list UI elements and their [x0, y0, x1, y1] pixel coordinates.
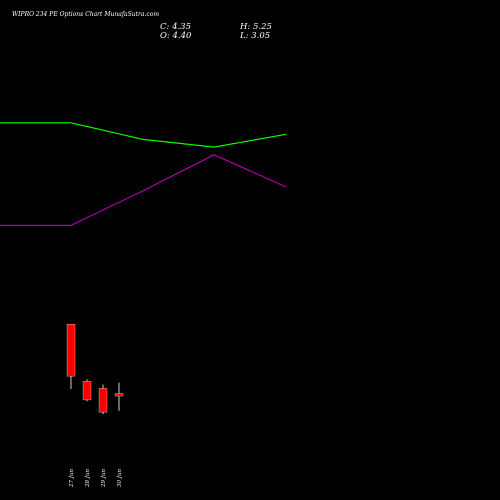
- indicator-line-1: [0, 122, 287, 148]
- close-value: C: 4.35: [160, 22, 191, 32]
- open-value: O: 4.40: [160, 31, 192, 41]
- candle-body: [114, 393, 124, 397]
- x-tick-label: 29 Jun: [101, 469, 107, 488]
- candle-body: [66, 324, 76, 377]
- x-tick-label: 28 Jun: [85, 469, 91, 488]
- indicator-line-2: [0, 154, 287, 226]
- high-value: H: 5.25: [240, 22, 272, 32]
- candle-body: [82, 381, 92, 401]
- x-tick-label: 30 Jun: [117, 469, 123, 487]
- candle-body: [98, 388, 108, 413]
- x-tick-label: 27 Jun: [69, 469, 75, 488]
- low-value: L: 3.05: [240, 31, 271, 41]
- chart-title: WIPRO 234 PE Options Chart MunafaSutra.c…: [12, 11, 160, 18]
